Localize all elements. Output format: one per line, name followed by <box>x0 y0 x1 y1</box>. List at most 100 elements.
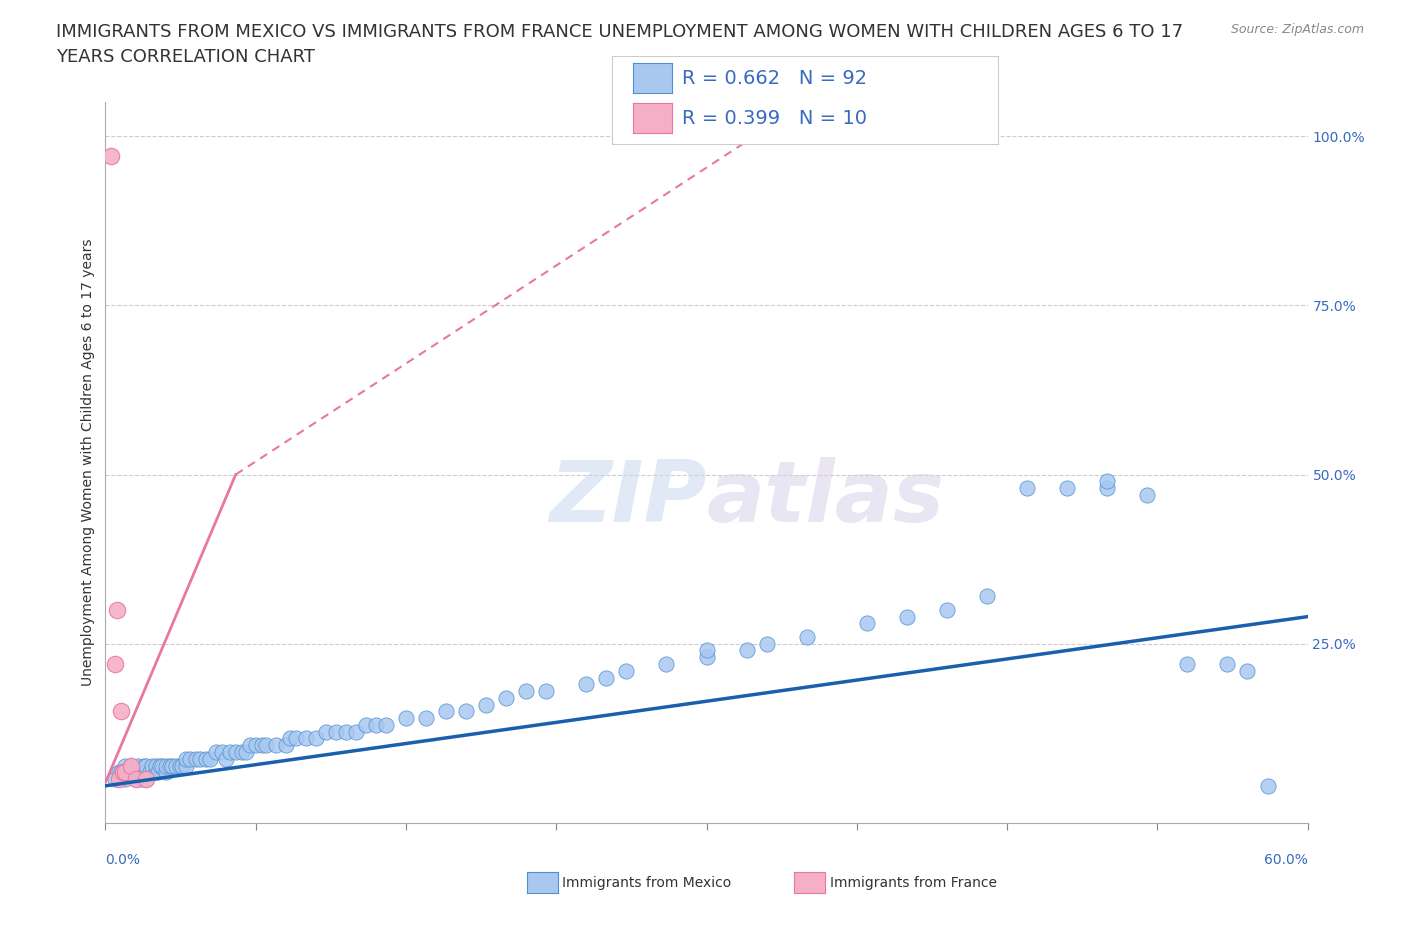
Point <box>135 764 157 779</box>
Text: 60.0%: 60.0% <box>1264 853 1308 868</box>
Point <box>124 772 146 787</box>
Point <box>254 737 277 752</box>
Point <box>112 764 135 779</box>
Point <box>155 764 177 779</box>
Point <box>325 724 347 739</box>
Point <box>896 609 918 624</box>
Point <box>1136 487 1159 502</box>
Point <box>245 737 267 752</box>
Text: ZIP: ZIP <box>548 458 707 540</box>
Point <box>1056 481 1078 496</box>
Point <box>204 745 226 760</box>
Point <box>135 772 157 787</box>
Point <box>114 772 136 787</box>
Point <box>655 657 678 671</box>
Point <box>155 758 177 773</box>
Point <box>194 751 217 766</box>
Point <box>170 758 193 773</box>
Point <box>278 731 301 746</box>
Point <box>454 704 477 719</box>
Point <box>100 149 122 164</box>
Text: Immigrants from France: Immigrants from France <box>830 875 997 890</box>
Point <box>150 758 173 773</box>
Point <box>108 764 131 779</box>
Point <box>1216 657 1239 671</box>
Point <box>264 737 287 752</box>
Point <box>305 731 328 746</box>
Point <box>354 717 377 732</box>
Point <box>124 772 146 787</box>
Point <box>755 636 778 651</box>
Point <box>274 737 297 752</box>
Point <box>121 764 143 779</box>
Point <box>114 764 136 779</box>
Point <box>145 764 167 779</box>
Point <box>114 758 136 773</box>
Point <box>104 657 127 671</box>
Point <box>214 751 236 766</box>
Text: Source: ZipAtlas.com: Source: ZipAtlas.com <box>1230 23 1364 36</box>
Point <box>936 603 959 618</box>
Text: IMMIGRANTS FROM MEXICO VS IMMIGRANTS FROM FRANCE UNEMPLOYMENT AMONG WOMEN WITH C: IMMIGRANTS FROM MEXICO VS IMMIGRANTS FRO… <box>56 23 1184 66</box>
Point <box>495 690 517 705</box>
Point <box>225 745 247 760</box>
Point <box>135 772 157 787</box>
Point <box>118 764 141 779</box>
Point <box>250 737 273 752</box>
Point <box>121 758 143 773</box>
Y-axis label: Unemployment Among Women with Children Ages 6 to 17 years: Unemployment Among Women with Children A… <box>82 239 96 686</box>
Point <box>108 772 131 787</box>
Point <box>1097 474 1119 489</box>
Point <box>148 758 170 773</box>
Point <box>169 758 191 773</box>
Point <box>124 764 146 779</box>
Text: 0.0%: 0.0% <box>105 853 141 868</box>
Point <box>165 758 187 773</box>
Point <box>218 745 240 760</box>
Point <box>374 717 398 732</box>
Point <box>395 711 418 725</box>
Point <box>344 724 367 739</box>
Point <box>135 758 157 773</box>
Point <box>127 758 149 773</box>
Point <box>110 704 132 719</box>
Point <box>335 724 357 739</box>
Point <box>145 758 167 773</box>
Point <box>475 698 498 712</box>
Point <box>107 603 129 618</box>
Point <box>696 643 718 658</box>
Text: atlas: atlas <box>707 458 945 540</box>
Point <box>174 758 197 773</box>
Point <box>211 745 233 760</box>
Point <box>160 758 183 773</box>
Point <box>364 717 387 732</box>
Point <box>434 704 457 719</box>
Point <box>575 677 598 692</box>
Point <box>1097 481 1119 496</box>
Point <box>174 751 197 766</box>
Point <box>131 764 153 779</box>
Point <box>121 758 143 773</box>
Point <box>735 643 758 658</box>
Point <box>198 751 221 766</box>
Point <box>104 772 127 787</box>
Point <box>159 758 181 773</box>
Point <box>976 589 998 604</box>
Point <box>616 663 638 678</box>
Point <box>184 751 207 766</box>
Point <box>239 737 262 752</box>
Text: Immigrants from Mexico: Immigrants from Mexico <box>562 875 731 890</box>
Point <box>696 650 718 665</box>
Point <box>595 671 617 685</box>
Point <box>110 764 132 779</box>
Point <box>138 764 160 779</box>
Point <box>1177 657 1199 671</box>
Point <box>179 751 201 766</box>
Point <box>415 711 437 725</box>
Text: R = 0.662   N = 92: R = 0.662 N = 92 <box>682 69 868 87</box>
Point <box>235 745 257 760</box>
Point <box>188 751 211 766</box>
Point <box>1257 778 1279 793</box>
Point <box>1017 481 1039 496</box>
Point <box>131 772 153 787</box>
